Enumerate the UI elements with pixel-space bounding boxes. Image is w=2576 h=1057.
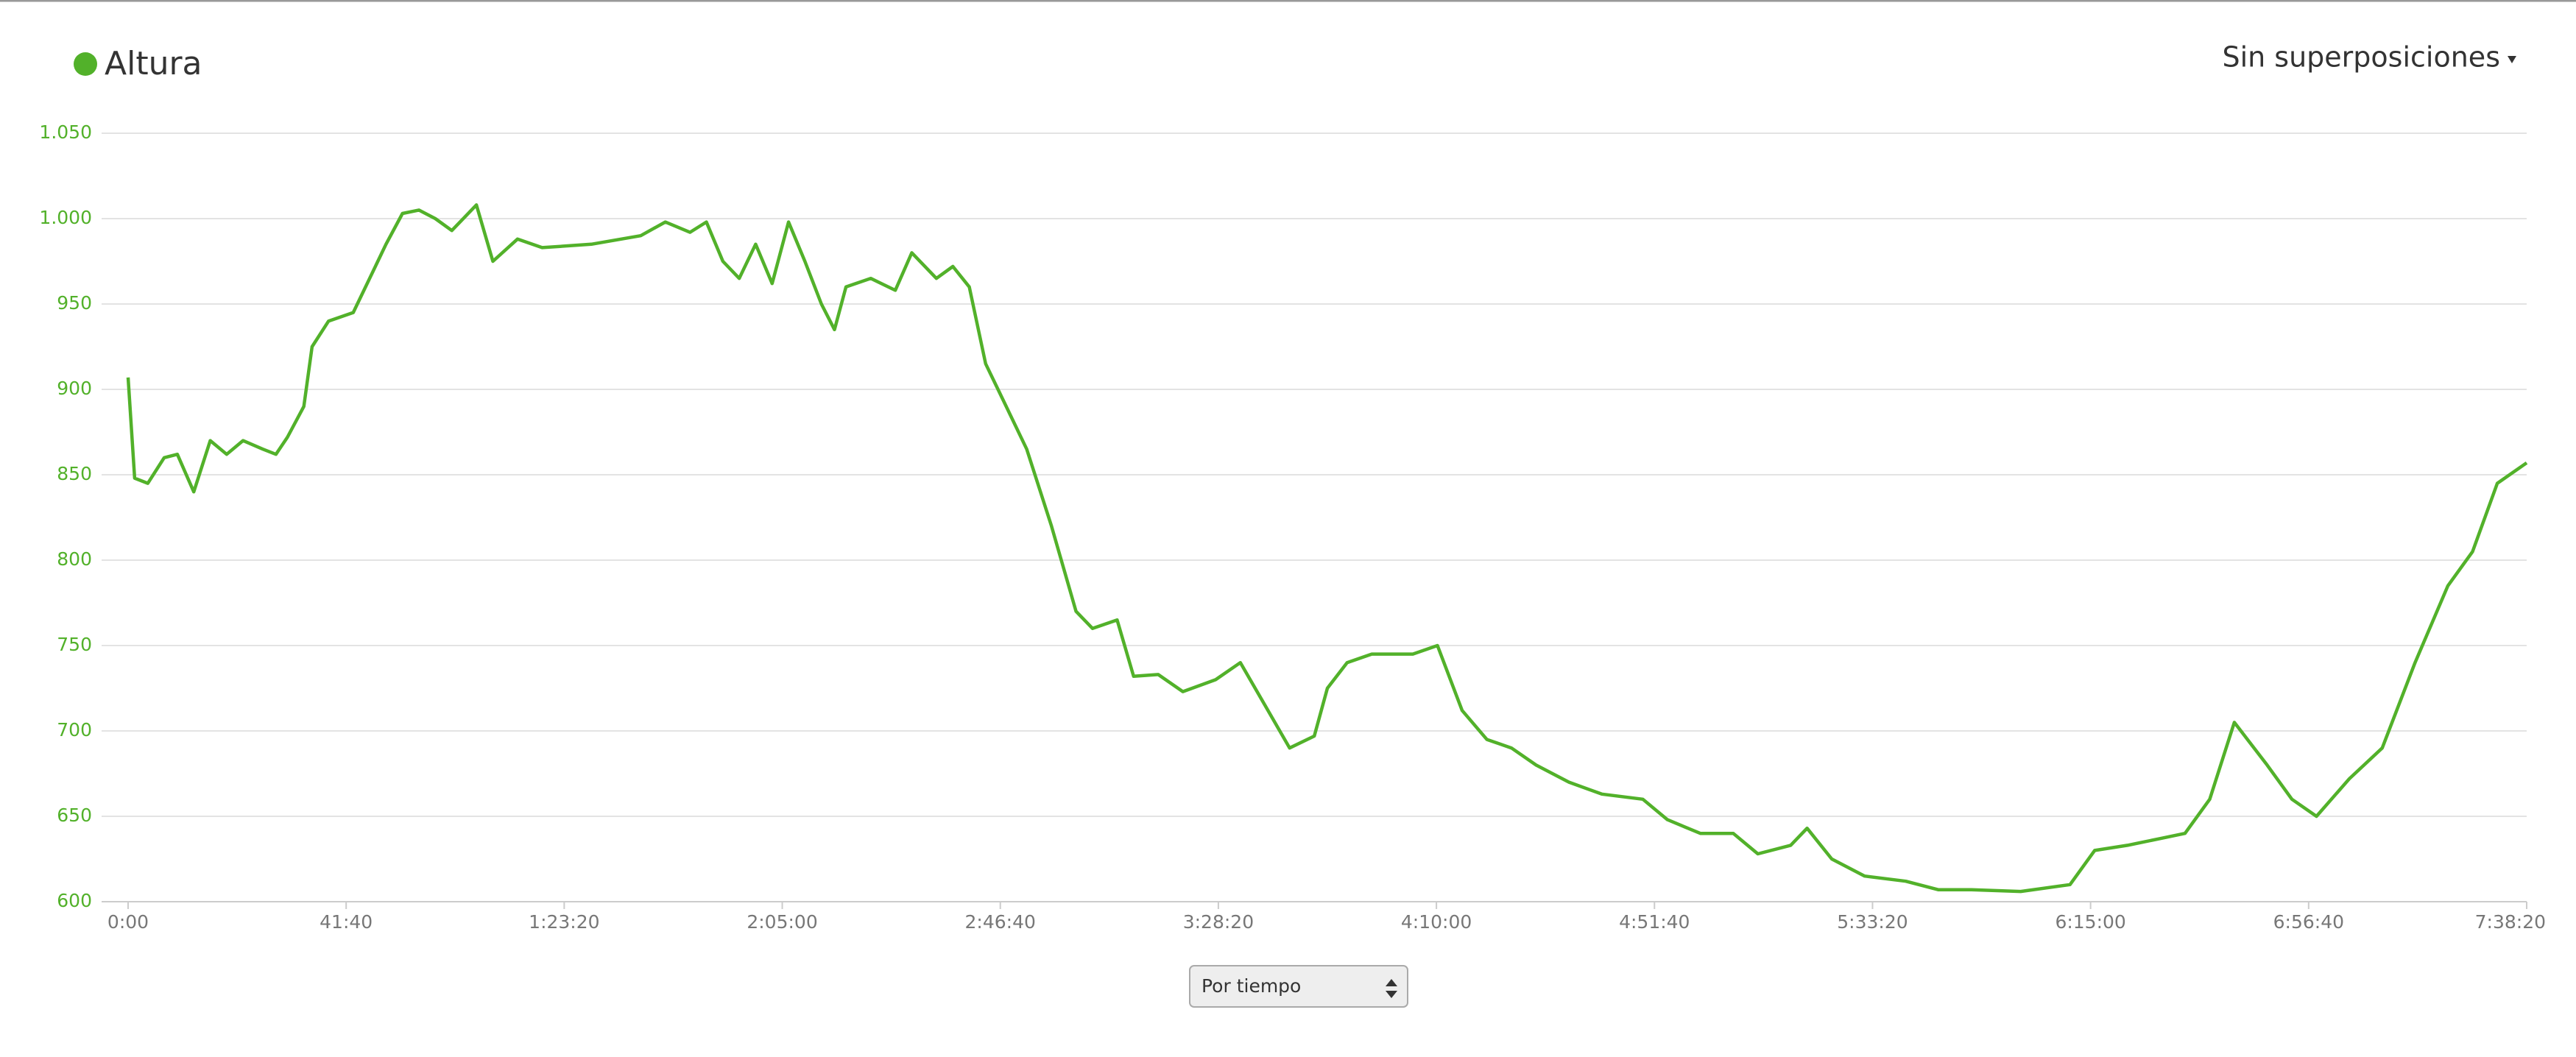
x-tick-label: 0:00 <box>107 911 149 933</box>
x-tick-label: 2:46:40 <box>965 911 1036 933</box>
y-tick-label: 750 <box>57 634 92 655</box>
y-tick-label: 800 <box>57 548 92 570</box>
overlay-menu[interactable]: Sin superposiciones <box>2222 41 2500 74</box>
x-tick-label: 1:23:20 <box>529 911 599 933</box>
x-tick-label: 6:56:40 <box>2273 911 2344 933</box>
y-tick-label: 900 <box>57 378 92 399</box>
y-tick-label: 850 <box>57 463 92 484</box>
x-tick-label: 7:38:20 <box>2475 911 2546 933</box>
y-tick-label: 1.000 <box>39 207 92 228</box>
y-tick-label: 1.050 <box>39 121 92 143</box>
x-tick-label: 2:05:00 <box>747 911 817 933</box>
y-tick-label: 600 <box>57 890 92 911</box>
y-tick-label: 950 <box>57 292 92 314</box>
series-line <box>126 203 2528 894</box>
x-tick-label: 4:51:40 <box>1619 911 1690 933</box>
select-arrows <box>1386 979 1397 998</box>
x-tick-label: 41:40 <box>320 911 373 933</box>
x-tick-label: 3:28:20 <box>1183 911 1254 933</box>
y-tick-label: 650 <box>57 805 92 826</box>
y-tick-label: 700 <box>57 719 92 740</box>
select-box[interactable] <box>1189 965 1408 1008</box>
legend-marker <box>74 52 97 76</box>
dropdown-arrow <box>2508 56 2516 63</box>
x-tick-label: 6:15:00 <box>2055 911 2125 933</box>
x-mode-select[interactable]: Por tiempo <box>1189 965 1408 1008</box>
legend-label[interactable]: Altura <box>105 45 202 82</box>
select-label: Por tiempo <box>1201 975 1301 997</box>
x-tick-label: 4:10:00 <box>1401 911 1472 933</box>
x-tick-label: 5:33:20 <box>1837 911 1908 933</box>
